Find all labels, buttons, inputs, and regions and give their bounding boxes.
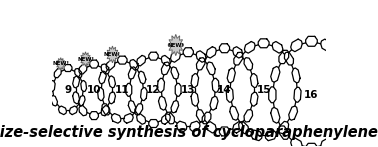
Text: 11: 11	[115, 85, 130, 95]
Text: NEW!: NEW!	[104, 52, 121, 57]
Text: 14: 14	[217, 85, 232, 95]
Text: NEW!: NEW!	[52, 61, 69, 66]
Text: NEW!: NEW!	[167, 42, 184, 47]
Polygon shape	[56, 58, 65, 70]
Text: 15: 15	[256, 85, 271, 95]
Text: 9: 9	[64, 85, 71, 95]
Text: 13: 13	[181, 85, 195, 95]
Text: size-selective synthesis of cycloparaphenylenes: size-selective synthesis of cycloparaphe…	[0, 125, 378, 140]
Polygon shape	[106, 46, 119, 63]
Text: 12: 12	[146, 85, 161, 95]
Text: 16: 16	[304, 90, 319, 100]
Polygon shape	[80, 52, 91, 66]
Text: NEW!: NEW!	[77, 57, 94, 62]
Polygon shape	[168, 35, 183, 56]
Text: 10: 10	[87, 85, 101, 95]
